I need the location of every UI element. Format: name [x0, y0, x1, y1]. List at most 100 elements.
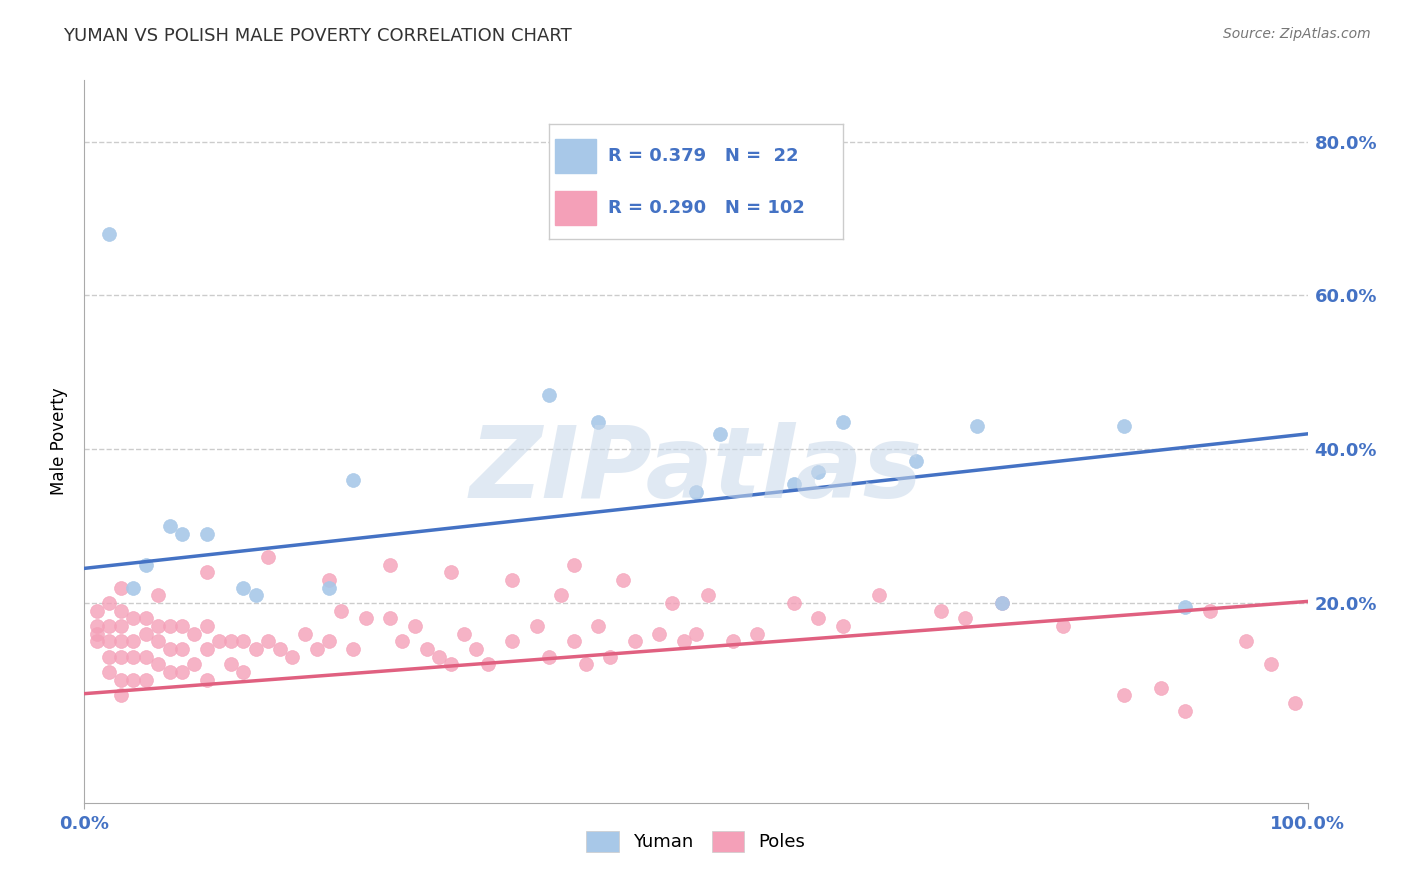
Point	[318, 581, 340, 595]
Point	[245, 588, 267, 602]
Point	[135, 611, 157, 625]
Point	[122, 611, 145, 625]
Point	[146, 657, 169, 672]
Point	[110, 688, 132, 702]
Point	[747, 626, 769, 640]
Point	[122, 673, 145, 687]
Point	[1052, 619, 1074, 633]
Point	[612, 573, 634, 587]
Point	[159, 642, 181, 657]
Point	[135, 673, 157, 687]
Point	[1174, 599, 1197, 614]
Point	[1198, 604, 1220, 618]
Point	[219, 634, 242, 648]
Text: YUMAN VS POLISH MALE POVERTY CORRELATION CHART: YUMAN VS POLISH MALE POVERTY CORRELATION…	[63, 27, 572, 45]
Point	[172, 619, 194, 633]
Point	[110, 673, 132, 687]
Point	[502, 573, 524, 587]
Point	[342, 642, 364, 657]
Point	[86, 626, 108, 640]
Point	[550, 588, 572, 602]
Point	[905, 454, 928, 468]
Point	[697, 588, 720, 602]
Point	[146, 634, 169, 648]
Point	[953, 611, 976, 625]
Point	[685, 484, 707, 499]
Text: Source: ZipAtlas.com: Source: ZipAtlas.com	[1223, 27, 1371, 41]
Point	[86, 604, 108, 618]
Point	[672, 634, 695, 648]
Point	[97, 649, 120, 664]
Point	[110, 604, 132, 618]
Point	[575, 657, 598, 672]
Point	[97, 665, 120, 680]
Point	[257, 549, 280, 564]
Point	[991, 596, 1014, 610]
Point	[269, 642, 291, 657]
Point	[159, 665, 181, 680]
Point	[86, 634, 108, 648]
Point	[135, 558, 157, 572]
Point	[783, 596, 806, 610]
Point	[232, 634, 254, 648]
Text: ZIPatlas: ZIPatlas	[470, 422, 922, 519]
Point	[122, 634, 145, 648]
Point	[404, 619, 426, 633]
Point	[135, 649, 157, 664]
Point	[831, 619, 853, 633]
Point	[172, 526, 194, 541]
Point	[305, 642, 328, 657]
Point	[159, 619, 181, 633]
Point	[1260, 657, 1282, 672]
Point	[195, 673, 218, 687]
Point	[464, 642, 486, 657]
Point	[172, 642, 194, 657]
Point	[416, 642, 439, 657]
Point	[135, 626, 157, 640]
Point	[219, 657, 242, 672]
Point	[991, 596, 1014, 610]
Point	[502, 634, 524, 648]
Point	[1114, 688, 1136, 702]
Point	[195, 526, 218, 541]
Point	[831, 415, 853, 429]
Point	[929, 604, 952, 618]
Point	[281, 649, 304, 664]
Point	[110, 619, 132, 633]
Point	[195, 642, 218, 657]
Point	[183, 626, 205, 640]
Point	[538, 649, 561, 664]
Point	[86, 619, 108, 633]
Point	[807, 611, 830, 625]
Point	[318, 634, 340, 648]
Point	[427, 649, 450, 664]
Point	[318, 573, 340, 587]
Point	[453, 626, 475, 640]
Point	[685, 626, 707, 640]
Point	[122, 581, 145, 595]
Point	[245, 642, 267, 657]
Point	[146, 619, 169, 633]
Point	[97, 596, 120, 610]
Point	[294, 626, 316, 640]
Point	[624, 634, 647, 648]
Point	[661, 596, 683, 610]
Point	[721, 634, 744, 648]
Point	[159, 519, 181, 533]
Point	[586, 415, 609, 429]
Point	[232, 581, 254, 595]
Point	[208, 634, 231, 648]
Point	[783, 476, 806, 491]
Point	[709, 426, 731, 441]
Point	[586, 619, 609, 633]
Point	[257, 634, 280, 648]
Point	[97, 634, 120, 648]
Point	[97, 619, 120, 633]
Point	[110, 634, 132, 648]
Legend: Yuman, Poles: Yuman, Poles	[579, 823, 813, 859]
Point	[391, 634, 413, 648]
Point	[146, 588, 169, 602]
Point	[183, 657, 205, 672]
Point	[195, 565, 218, 579]
Point	[122, 649, 145, 664]
